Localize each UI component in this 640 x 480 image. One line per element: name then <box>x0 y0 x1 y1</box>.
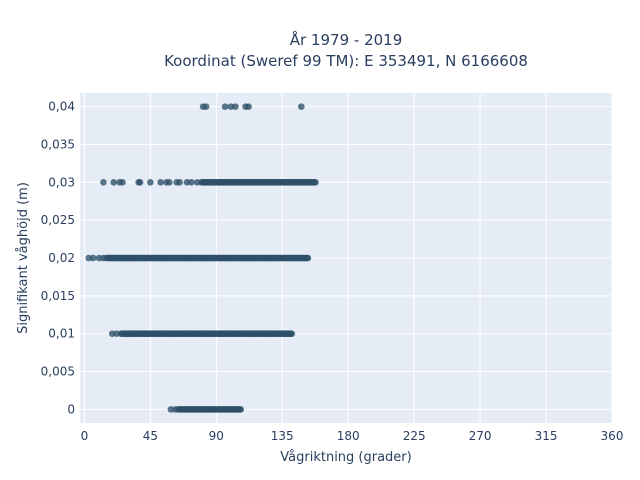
data-point <box>100 179 107 186</box>
y-tick-labels: 0 0,005 0,01 0,015 0,02 0,025 0,03 0,035 0,04 <box>41 100 75 417</box>
data-point <box>221 103 229 110</box>
x-tick-labels: 0 45 90 135 180 225 270 315 360 <box>81 429 624 443</box>
y-tick-label: 0,005 <box>41 365 75 379</box>
x-tick-label: 225 <box>403 429 426 443</box>
x-tick-label: 0 <box>81 429 89 443</box>
y-tick-label: 0,02 <box>48 251 75 265</box>
y-tick-label: 0,04 <box>48 100 75 114</box>
x-tick-label: 135 <box>271 429 294 443</box>
data-point <box>237 406 245 413</box>
data-point <box>147 179 154 186</box>
data-point <box>304 254 312 262</box>
x-tick-label: 360 <box>601 429 624 443</box>
data-point <box>119 179 126 186</box>
data-point <box>176 179 183 186</box>
data-point <box>188 179 195 186</box>
x-tick-label: 270 <box>469 429 492 443</box>
data-point <box>312 179 319 186</box>
y-tick-label: 0,03 <box>48 175 75 189</box>
y-axis-title: Signifikant våghöjd (m) <box>16 182 31 334</box>
grid-lines <box>80 93 613 423</box>
data-point <box>166 179 173 186</box>
x-tick-label: 90 <box>209 429 224 443</box>
y-tick-label: 0,035 <box>41 137 75 151</box>
data-point <box>288 330 296 337</box>
x-tick-label: 315 <box>535 429 558 443</box>
data-point <box>157 179 164 186</box>
y-tick-label: 0,015 <box>41 289 75 303</box>
x-axis-title: Vågriktning (grader) <box>280 450 411 465</box>
y-tick-label: 0,01 <box>48 327 75 341</box>
data-point <box>89 254 97 262</box>
data-point <box>202 103 210 110</box>
chart-title-line1: År 1979 - 2019 <box>290 30 403 49</box>
data-point <box>136 179 144 186</box>
data-points <box>85 103 319 413</box>
data-point <box>110 179 118 186</box>
data-point <box>245 103 252 110</box>
y-tick-label: 0 <box>67 402 75 416</box>
data-point <box>232 103 239 110</box>
chart-title-line2: Koordinat (Sweref 99 TM): E 353491, N 61… <box>164 52 528 70</box>
data-point <box>298 103 305 110</box>
x-tick-label: 180 <box>337 429 360 443</box>
x-tick-label: 45 <box>143 429 158 443</box>
y-tick-label: 0,025 <box>41 213 75 227</box>
